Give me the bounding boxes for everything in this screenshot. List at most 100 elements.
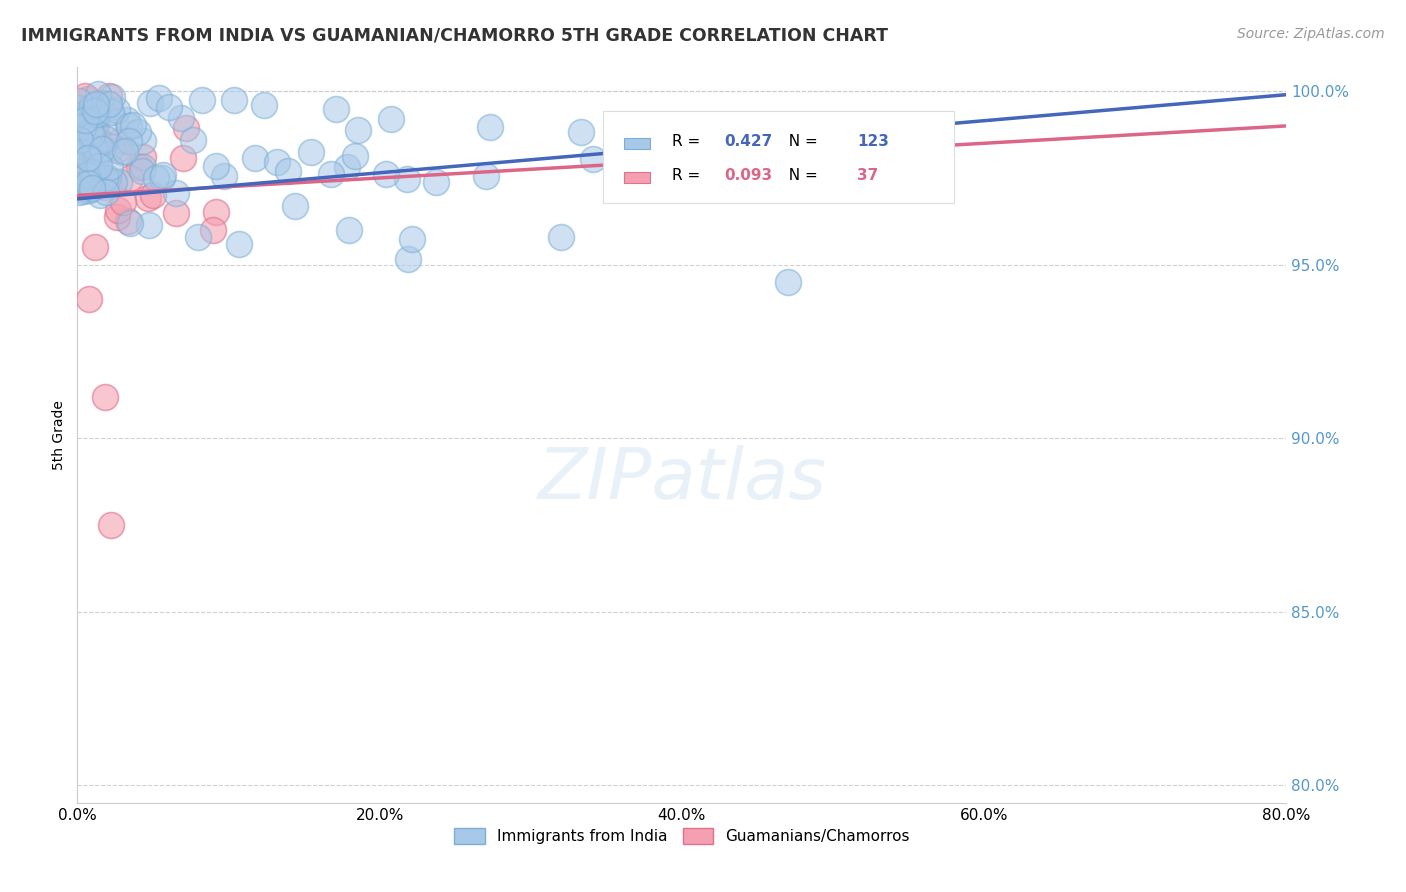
Point — [187, 230, 209, 244]
Point — [69, 101, 91, 115]
Point — [475, 169, 498, 184]
Point — [101, 174, 124, 188]
Point — [107, 202, 129, 217]
Point — [131, 150, 153, 164]
Point — [132, 134, 155, 148]
Point — [142, 188, 165, 202]
Point — [94, 185, 117, 199]
Point — [425, 175, 447, 189]
Bar — [624, 172, 651, 183]
Point — [93, 390, 115, 404]
Point — [380, 112, 402, 126]
Point — [284, 199, 307, 213]
Point — [136, 191, 159, 205]
Point — [84, 120, 107, 135]
Point — [91, 105, 114, 120]
Point — [122, 118, 145, 132]
Point — [67, 185, 90, 199]
Point — [148, 90, 170, 104]
Point — [114, 144, 136, 158]
Point — [252, 98, 274, 112]
Point — [157, 100, 180, 114]
Point — [170, 111, 193, 125]
Point — [79, 126, 101, 140]
Point — [76, 109, 98, 123]
Point — [76, 105, 98, 120]
Point — [111, 145, 134, 160]
Point — [101, 90, 124, 104]
Point — [82, 156, 104, 170]
Point — [83, 107, 105, 121]
Point — [93, 170, 115, 185]
Point — [228, 237, 250, 252]
Point — [97, 89, 120, 103]
Text: N =: N = — [779, 135, 823, 150]
Point — [569, 125, 592, 139]
Point — [73, 109, 96, 123]
Point — [212, 169, 235, 184]
Point — [93, 180, 115, 194]
Point — [77, 152, 100, 166]
Point — [191, 94, 214, 108]
Point — [89, 187, 111, 202]
Point — [73, 184, 96, 198]
Point — [97, 97, 120, 112]
Point — [80, 99, 103, 113]
Point — [98, 160, 121, 174]
Point — [118, 119, 141, 133]
Point — [82, 165, 104, 179]
Point — [100, 518, 122, 533]
Point — [84, 151, 107, 165]
Point — [266, 155, 288, 169]
Point — [83, 104, 105, 119]
Point — [101, 140, 124, 154]
Point — [77, 92, 100, 106]
Point — [89, 160, 111, 174]
Point — [100, 105, 122, 120]
Point — [79, 103, 101, 118]
Y-axis label: 5th Grade: 5th Grade — [52, 400, 66, 470]
Point — [67, 108, 90, 122]
Point — [86, 107, 108, 121]
Point — [131, 160, 153, 174]
Point — [83, 178, 105, 193]
Point — [72, 120, 94, 134]
Point — [86, 97, 108, 112]
Point — [96, 132, 118, 146]
Point — [396, 252, 419, 267]
Bar — [624, 138, 651, 149]
Point — [107, 175, 129, 189]
Point — [222, 93, 245, 107]
Point — [97, 171, 120, 186]
Point — [87, 132, 110, 146]
Point — [67, 153, 90, 167]
Text: 37: 37 — [858, 169, 879, 184]
Point — [69, 173, 91, 187]
Text: ZIPatlas: ZIPatlas — [537, 444, 827, 514]
Point — [67, 103, 90, 117]
Point — [120, 216, 142, 230]
Point — [73, 113, 96, 128]
Text: Source: ZipAtlas.com: Source: ZipAtlas.com — [1237, 27, 1385, 41]
Point — [277, 164, 299, 178]
Point — [343, 149, 366, 163]
Point — [138, 218, 160, 232]
Point — [84, 144, 107, 158]
Point — [172, 151, 194, 165]
Point — [75, 88, 97, 103]
Text: N =: N = — [779, 169, 823, 184]
Point — [103, 175, 125, 189]
Point — [82, 128, 104, 143]
Point — [150, 170, 173, 185]
Point — [87, 97, 110, 112]
Text: R =: R = — [672, 169, 706, 184]
Point — [204, 159, 226, 173]
Point — [128, 160, 150, 174]
Point — [299, 145, 322, 159]
Point — [401, 232, 423, 246]
Point — [139, 95, 162, 110]
Point — [152, 169, 174, 183]
Point — [76, 176, 98, 190]
Point — [105, 103, 128, 117]
Point — [72, 181, 94, 195]
